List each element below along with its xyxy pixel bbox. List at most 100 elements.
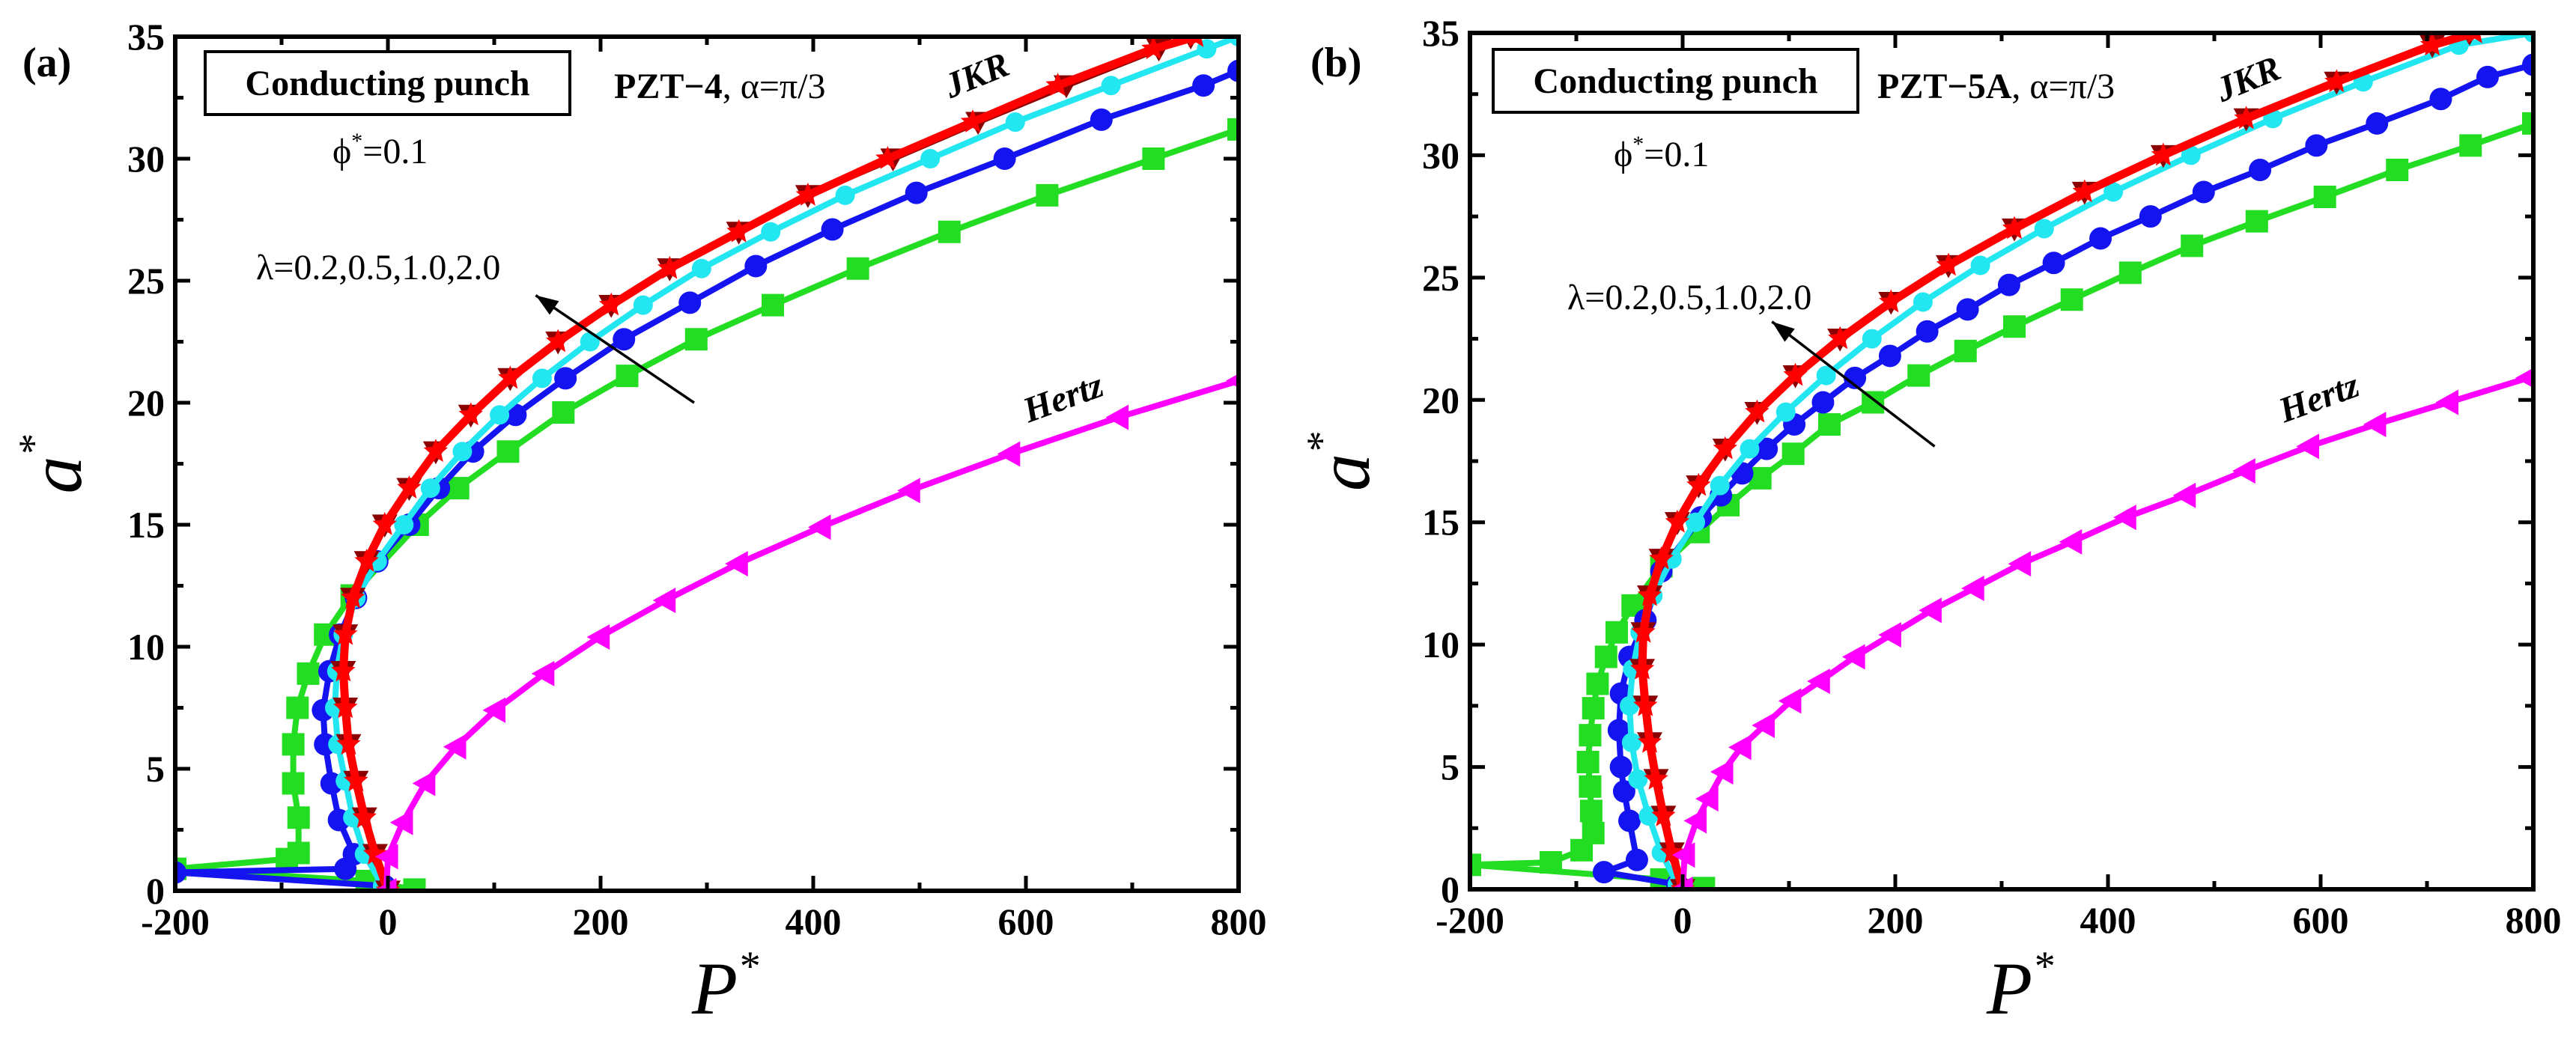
data-point bbox=[403, 878, 426, 891]
data-point bbox=[2042, 252, 2065, 275]
data-point bbox=[1862, 391, 1885, 414]
data-point bbox=[1781, 442, 1805, 466]
data-point bbox=[2072, 179, 2097, 203]
x-axis-label: P* bbox=[691, 943, 759, 1030]
data-point bbox=[333, 621, 358, 645]
data-point bbox=[2305, 134, 2328, 157]
data-point bbox=[286, 696, 309, 719]
data-point bbox=[846, 257, 869, 280]
data-point bbox=[1101, 76, 1121, 96]
data-point bbox=[938, 220, 961, 243]
panel-label: (a) bbox=[22, 40, 71, 86]
data-point bbox=[684, 328, 708, 351]
data-point bbox=[920, 149, 941, 168]
data-point bbox=[352, 805, 377, 828]
material-name: PZT−4 bbox=[614, 67, 723, 106]
data-point bbox=[1579, 799, 1603, 823]
data-point bbox=[1775, 402, 1796, 422]
data-point bbox=[807, 514, 831, 540]
data-point bbox=[1612, 780, 1635, 803]
data-point bbox=[1192, 74, 1215, 97]
x-tick-label: 200 bbox=[573, 901, 629, 942]
data-point bbox=[1749, 466, 1772, 490]
data-point bbox=[795, 182, 821, 206]
data-point bbox=[1816, 365, 1836, 386]
data-point bbox=[616, 365, 639, 388]
box-text: Conducting punch bbox=[245, 64, 529, 103]
data-point bbox=[2002, 216, 2027, 240]
data-point bbox=[1878, 344, 1901, 368]
y-axis-label-sup: * bbox=[10, 436, 57, 457]
data-point bbox=[1919, 597, 1942, 624]
phi-symbol: ϕ bbox=[332, 132, 351, 171]
data-point bbox=[1683, 808, 1707, 834]
data-point bbox=[2245, 210, 2268, 233]
data-point bbox=[875, 146, 900, 169]
data-point bbox=[412, 770, 436, 796]
data-point bbox=[1579, 724, 1602, 747]
y-tick-label: 5 bbox=[146, 748, 165, 790]
data-point bbox=[375, 844, 398, 870]
data-point bbox=[282, 733, 305, 756]
data-point bbox=[498, 365, 523, 389]
data-point bbox=[1229, 37, 1239, 46]
data-point bbox=[490, 405, 510, 425]
data-point bbox=[394, 515, 414, 534]
data-point bbox=[726, 219, 751, 243]
data-point bbox=[1692, 877, 1716, 889]
y-axis-label-text: a bbox=[1302, 454, 1385, 491]
data-point bbox=[282, 772, 305, 795]
data-point bbox=[1778, 688, 1802, 714]
data-point bbox=[2234, 106, 2258, 130]
data-point bbox=[458, 402, 483, 426]
x-tick-label: 600 bbox=[998, 901, 1054, 942]
series-group bbox=[175, 37, 1239, 891]
data-point bbox=[2467, 33, 2482, 43]
data-point bbox=[2522, 53, 2533, 76]
data-point bbox=[1633, 692, 1658, 716]
y-tick-label: 0 bbox=[1441, 868, 1459, 910]
y-tick-label: 30 bbox=[1422, 134, 1459, 176]
data-point bbox=[1686, 512, 1706, 532]
series-line-circle bbox=[175, 67, 1239, 889]
data-point bbox=[1142, 147, 1165, 170]
data-point bbox=[1651, 802, 1676, 826]
material-params: , α=π/3 bbox=[2011, 67, 2115, 106]
data-point bbox=[1956, 298, 1979, 321]
data-point bbox=[1710, 475, 1730, 496]
data-point bbox=[1649, 546, 1674, 570]
arrow-head-icon bbox=[1772, 321, 1795, 342]
data-point bbox=[2089, 227, 2112, 250]
data-point bbox=[1936, 252, 1961, 276]
data-point bbox=[552, 401, 575, 424]
y-tick-label: 15 bbox=[127, 504, 165, 546]
data-point bbox=[297, 662, 320, 685]
data-point bbox=[389, 809, 413, 835]
data-point bbox=[1862, 329, 1882, 349]
data-point bbox=[2139, 205, 2162, 228]
data-point bbox=[1227, 118, 1239, 141]
y-tick-label: 15 bbox=[1422, 502, 1459, 543]
data-point bbox=[1671, 842, 1695, 868]
series-line-star bbox=[1638, 33, 2476, 889]
y-axis-label-sup: * bbox=[1298, 433, 1345, 454]
data-point bbox=[678, 291, 702, 314]
data-point bbox=[1970, 255, 1990, 275]
x-tick-label: 800 bbox=[1211, 901, 1267, 942]
data-point bbox=[2363, 411, 2387, 437]
series-line-triangle-left bbox=[1680, 375, 2530, 889]
y-tick-label: 35 bbox=[127, 16, 165, 58]
arrow-head-icon bbox=[535, 295, 559, 315]
data-point bbox=[1686, 472, 1711, 496]
y-tick-label: 10 bbox=[127, 626, 165, 668]
data-point bbox=[1105, 404, 1129, 430]
material-name: PZT−5A bbox=[1877, 67, 2012, 106]
phi-text: ϕ*=0.1 bbox=[332, 129, 428, 171]
data-point bbox=[373, 878, 397, 891]
data-point bbox=[1609, 755, 1632, 779]
data-point bbox=[657, 255, 682, 279]
data-point bbox=[2524, 33, 2533, 43]
x-tick-label: 400 bbox=[2080, 899, 2136, 941]
data-point bbox=[2060, 288, 2083, 311]
